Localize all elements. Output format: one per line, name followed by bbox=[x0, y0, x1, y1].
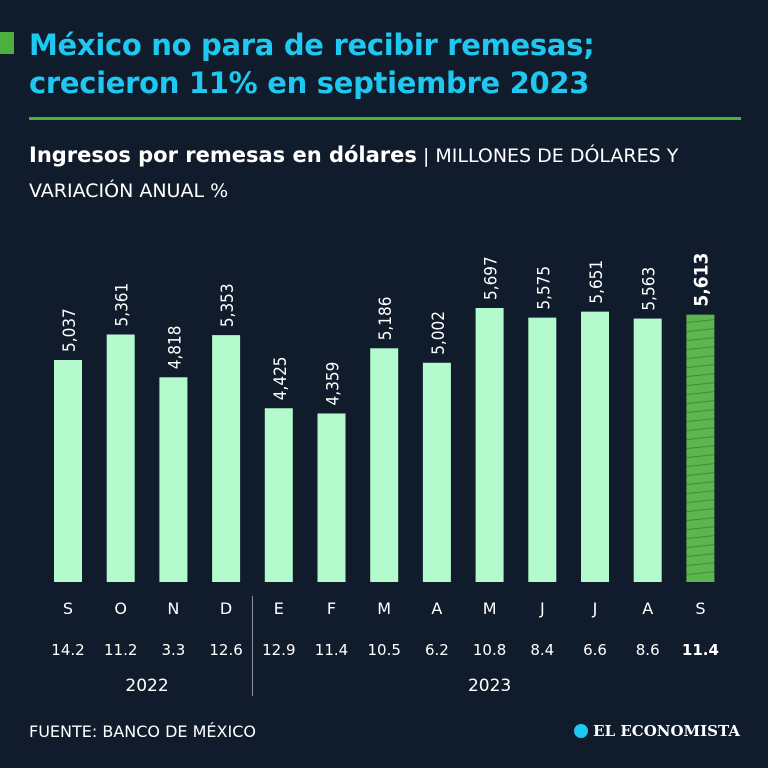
bar bbox=[264, 408, 293, 582]
logo-icon bbox=[574, 724, 589, 738]
value-label: 5,563 bbox=[640, 267, 660, 311]
subtitle-bold: Ingresos por remesas en dólares bbox=[29, 143, 417, 167]
value-label: 5,002 bbox=[429, 311, 449, 355]
month-label: M bbox=[377, 599, 391, 618]
bill-stack-line bbox=[686, 436, 715, 441]
month-label: A bbox=[642, 599, 653, 618]
value-label: 5,697 bbox=[482, 256, 502, 300]
month-label: N bbox=[167, 599, 179, 618]
chart-subtitle: Ingresos por remesas en dólares | MILLON… bbox=[29, 138, 749, 208]
title-line-1: México no para de recibir remesas; bbox=[29, 28, 595, 62]
variation-label: 11.4 bbox=[315, 641, 348, 659]
month-label: M bbox=[483, 599, 497, 618]
el-economista-logo: EL ECONOMISTA bbox=[574, 722, 740, 740]
bill-stack-line bbox=[686, 382, 715, 387]
bar bbox=[54, 360, 82, 582]
bill-stack-line bbox=[686, 400, 715, 405]
value-label: 4,818 bbox=[165, 325, 185, 369]
subtitle-unit: MILLONES DE DÓLARES Y VARIACIÓN ANUAL % bbox=[29, 145, 679, 202]
bar bbox=[528, 317, 557, 582]
bill-stack-line bbox=[686, 319, 715, 324]
month-label: D bbox=[220, 599, 232, 618]
month-label: S bbox=[695, 599, 705, 618]
bill-stack-line bbox=[686, 355, 715, 360]
value-label: 5,353 bbox=[218, 283, 238, 327]
year-label: 2023 bbox=[468, 676, 511, 696]
value-label: 5,361 bbox=[113, 283, 133, 327]
value-label: 5,575 bbox=[534, 266, 554, 310]
bill-stack-line bbox=[686, 346, 715, 351]
bill-stack-line bbox=[686, 328, 715, 333]
bar bbox=[106, 334, 135, 582]
year-label: 2022 bbox=[125, 676, 168, 696]
value-label: 5,037 bbox=[60, 308, 80, 352]
bill-stack-line bbox=[686, 445, 715, 450]
bill-stack-line bbox=[686, 499, 715, 504]
variation-label: 6.2 bbox=[425, 641, 449, 659]
variation-label: 14.2 bbox=[51, 641, 84, 659]
value-label: 5,186 bbox=[376, 296, 396, 340]
bill-stack-line bbox=[686, 463, 715, 468]
page-title: México no para de recibir remesas; creci… bbox=[29, 26, 595, 102]
month-label: O bbox=[114, 599, 127, 618]
bar bbox=[317, 413, 346, 582]
variation-label: 10.8 bbox=[473, 641, 506, 659]
month-label: J bbox=[539, 599, 545, 618]
bill-stack-line bbox=[686, 553, 715, 558]
variation-label: 12.9 bbox=[262, 641, 295, 659]
variation-label: 11.2 bbox=[104, 641, 137, 659]
bar bbox=[159, 377, 188, 582]
month-label: S bbox=[63, 599, 73, 618]
bill-stack-line bbox=[686, 373, 715, 378]
bill-stack-line bbox=[686, 418, 715, 423]
bill-stack-line bbox=[686, 562, 715, 567]
bar bbox=[633, 318, 662, 582]
source-note: FUENTE: BANCO DE MÉXICO bbox=[29, 722, 256, 741]
variation-label: 8.4 bbox=[530, 641, 554, 659]
month-label: A bbox=[431, 599, 442, 618]
month-label: F bbox=[327, 599, 336, 618]
month-label: E bbox=[274, 599, 284, 618]
title-divider bbox=[29, 117, 741, 120]
bill-stack-line bbox=[686, 535, 715, 540]
variation-label: 8.6 bbox=[636, 641, 660, 659]
bill-stack-line bbox=[686, 427, 715, 432]
bill-stack-line bbox=[686, 544, 715, 549]
bill-stack-line bbox=[686, 391, 715, 396]
bill-stack-line bbox=[686, 364, 715, 369]
bill-stack-line bbox=[686, 454, 715, 459]
subtitle-separator: | bbox=[416, 145, 436, 167]
month-label: J bbox=[592, 599, 598, 618]
bill-stack-line bbox=[686, 472, 715, 477]
value-label: 4,425 bbox=[271, 356, 291, 400]
bar bbox=[212, 335, 241, 582]
title-line-2: crecieron 11% en septiembre 2023 bbox=[29, 66, 590, 100]
bar bbox=[475, 308, 504, 582]
bar bbox=[370, 348, 399, 582]
bill-stack-line bbox=[686, 508, 715, 513]
bar bbox=[581, 311, 609, 582]
value-label: 5,613 bbox=[690, 253, 712, 307]
bill-stack-line bbox=[686, 409, 715, 414]
accent-block bbox=[0, 32, 14, 54]
bill-stack-line bbox=[686, 571, 715, 576]
variation-label: 6.6 bbox=[583, 641, 607, 659]
value-label: 5,651 bbox=[587, 260, 607, 304]
variation-label: 10.5 bbox=[367, 641, 400, 659]
variation-label: 12.6 bbox=[209, 641, 242, 659]
value-label: 4,359 bbox=[324, 362, 344, 406]
bill-stack-line bbox=[686, 490, 715, 495]
bill-stack-line bbox=[686, 481, 715, 486]
bill-stack-line bbox=[686, 526, 715, 531]
bill-stack-line bbox=[686, 517, 715, 522]
bill-stack-line bbox=[686, 337, 715, 342]
bar bbox=[422, 362, 451, 582]
logo-text: EL ECONOMISTA bbox=[593, 722, 740, 740]
variation-label: 3.3 bbox=[161, 641, 185, 659]
variation-label: 11.4 bbox=[682, 641, 719, 659]
